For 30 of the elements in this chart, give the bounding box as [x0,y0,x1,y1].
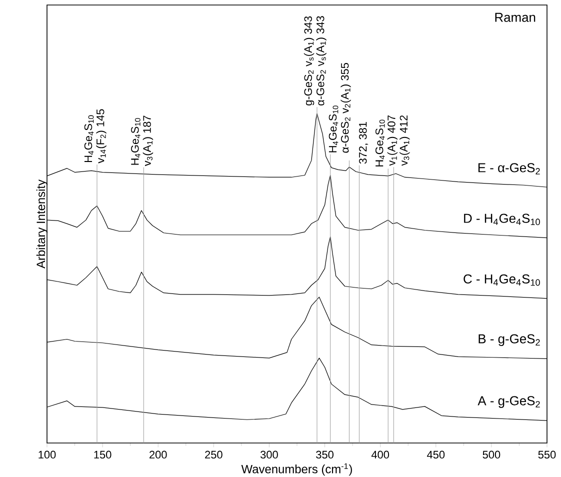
text: Raman [495,12,536,22]
x-tick-label: 150 [94,450,112,459]
series-label: D - H$_{4}$Ge$_{4}$S$_{10}$ [464,214,540,226]
annotation: H$_{4}$Ge$_{4}$S$_{10}$ [375,120,385,166]
annotation: g-GeS$_{2}$ v$_{s}$(A$_{1}$) 343 [304,16,314,106]
series-label: A - g-GeS$_{2}$ [478,396,540,408]
ref-line-label: v$_{3}$(A$_{1}$) 412 [400,115,410,166]
x-tick-label: 400 [371,450,390,459]
ref-line-label: α-GeS$_{2}$ v$_{2}$(A$_{1}$) 355 [340,62,351,153]
x-axis-title: Wavenumbers (cm$^{-1}$) [241,463,352,476]
ref-line-label: v$_{3}$(A$_{1}$) 187 [142,116,154,166]
x-tick-label: 300 [260,450,278,459]
annotation: H$_{4}$Ge$_{4}$S$_{10}$ [131,118,140,165]
x-tick-label: 550 [538,450,556,459]
ref-line-label: v$_{1}$(A$_{1}$) 407 [387,115,398,166]
ref-line-label: α-GeS$_{2}$ v$_{s}$(A$_{1}$) 343 [316,16,326,106]
series-label: B - g-GeS$_{2}$ [478,334,540,346]
ref-line-label: v$_{14}$(F$_{2}$) 145 [96,109,106,164]
series-label: C - H$_{4}$Ge$_{4}$S$_{10}$ [464,274,540,286]
x-tick-label: 350 [316,450,334,459]
x-tick-label: 450 [426,450,445,459]
ref-line-label: 372, 381 [358,122,368,164]
annotation: H$_{4}$Ge$_{4}$S$_{10}$ [84,115,94,162]
series-label: E - α-GeS$_{2}$ [478,163,540,174]
y-axis-title: Arbitary Intensity [36,180,48,268]
x-tick-label: 250 [205,450,222,459]
x-tick-label: 100 [38,450,56,459]
annotation: H$_{4}$Ge$_{4}$S$_{10}$ [328,106,338,152]
x-tick-label: 200 [150,450,167,459]
x-tick-label: 500 [482,450,500,459]
